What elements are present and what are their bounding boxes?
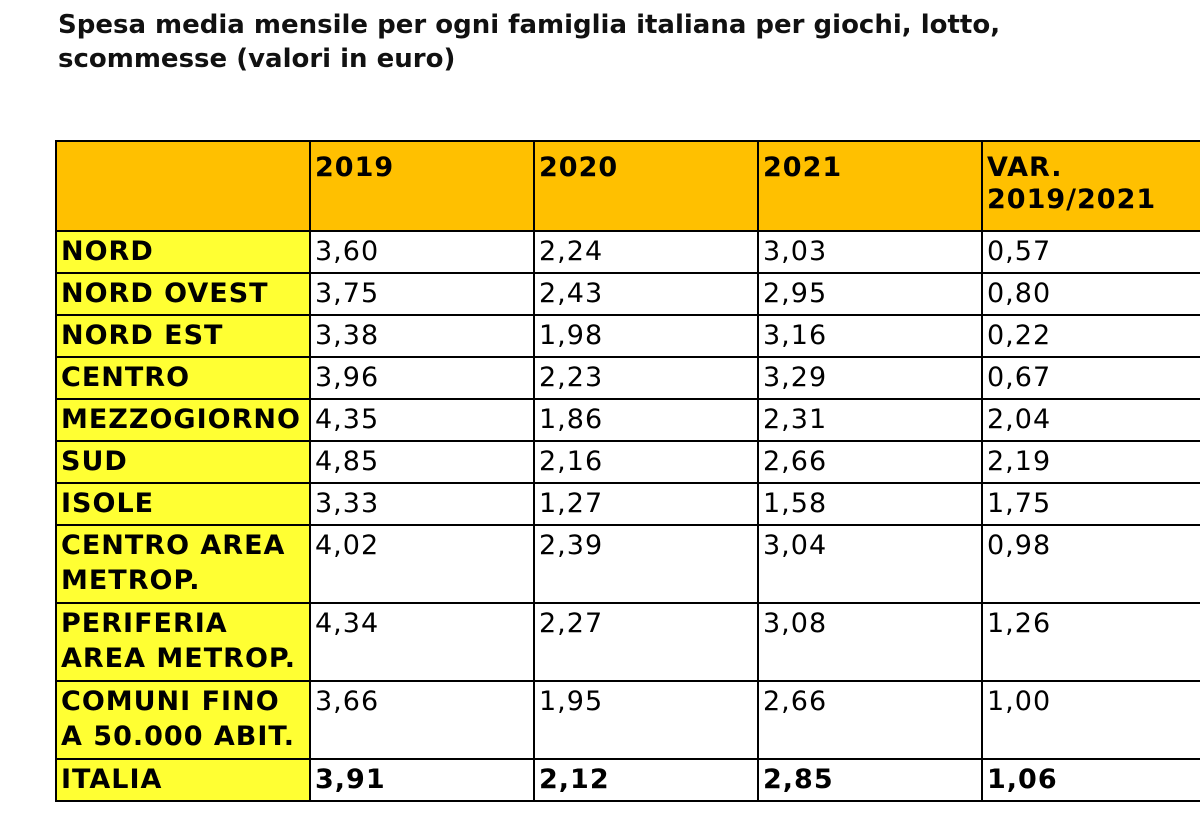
row-label: SUD xyxy=(55,440,311,484)
cell-var: 0,57 xyxy=(981,230,1200,274)
cell-2021: 3,03 xyxy=(757,230,983,274)
cell-2021: 3,29 xyxy=(757,356,983,400)
cell-2020: 2,16 xyxy=(533,440,759,484)
row-label: NORD OVEST xyxy=(55,272,311,316)
cell-2019: 3,60 xyxy=(309,230,535,274)
cell-2020: 2,43 xyxy=(533,272,759,316)
cell-2020: 1,95 xyxy=(533,680,759,760)
header-cell-2021: 2021 xyxy=(757,140,983,232)
cell-2021: 2,66 xyxy=(757,680,983,760)
cell-var: 1,00 xyxy=(981,680,1200,760)
table-row: CENTRO AREA METROP. 4,02 2,39 3,04 0,98 xyxy=(55,524,1200,604)
spending-table: 2019 2020 2021 VAR. 2019/2021 NORD 3,60 … xyxy=(55,140,1200,802)
cell-2019: 4,34 xyxy=(309,602,535,682)
table-row: MEZZOGIORNO 4,35 1,86 2,31 2,04 xyxy=(55,398,1200,442)
cell-2019: 3,66 xyxy=(309,680,535,760)
table-title: Spesa media mensile per ogni famiglia it… xyxy=(58,10,1001,74)
header-cell-2020: 2020 xyxy=(533,140,759,232)
row-label: NORD EST xyxy=(55,314,311,358)
cell-var: 0,22 xyxy=(981,314,1200,358)
cell-var: 0,67 xyxy=(981,356,1200,400)
cell-2021: 3,04 xyxy=(757,524,983,604)
cell-2019: 3,96 xyxy=(309,356,535,400)
cell-2019: 3,75 xyxy=(309,272,535,316)
header-row: 2019 2020 2021 VAR. 2019/2021 xyxy=(55,140,1200,232)
cell-var: 0,80 xyxy=(981,272,1200,316)
header-cell-2019: 2019 xyxy=(309,140,535,232)
header-cell-var: VAR. 2019/2021 xyxy=(981,140,1200,232)
cell-2019: 3,38 xyxy=(309,314,535,358)
row-label: CENTRO AREA METROP. xyxy=(55,524,311,604)
cell-2021: 2,95 xyxy=(757,272,983,316)
table-row: NORD OVEST 3,75 2,43 2,95 0,80 xyxy=(55,272,1200,316)
cell-var: 2,04 xyxy=(981,398,1200,442)
header-cell-corner xyxy=(55,140,311,232)
cell-var: 0,98 xyxy=(981,524,1200,604)
cell-2021: 2,85 xyxy=(757,758,983,802)
table-row: PERIFERIA AREA METROP. 4,34 2,27 3,08 1,… xyxy=(55,602,1200,682)
table-row: COMUNI FINO A 50.000 ABIT. 3,66 1,95 2,6… xyxy=(55,680,1200,760)
row-label: PERIFERIA AREA METROP. xyxy=(55,602,311,682)
cell-2021: 2,31 xyxy=(757,398,983,442)
cell-2020: 1,27 xyxy=(533,482,759,526)
table-row: NORD 3,60 2,24 3,03 0,57 xyxy=(55,230,1200,274)
cell-2020: 1,98 xyxy=(533,314,759,358)
cell-var: 1,06 xyxy=(981,758,1200,802)
cell-2019: 3,91 xyxy=(309,758,535,802)
row-label: COMUNI FINO A 50.000 ABIT. xyxy=(55,680,311,760)
row-label: NORD xyxy=(55,230,311,274)
cell-2020: 2,39 xyxy=(533,524,759,604)
cell-2020: 2,23 xyxy=(533,356,759,400)
cell-2021: 3,16 xyxy=(757,314,983,358)
table-row: SUD 4,85 2,16 2,66 2,19 xyxy=(55,440,1200,484)
cell-2021: 3,08 xyxy=(757,602,983,682)
table-row-total: ITALIA 3,91 2,12 2,85 1,06 xyxy=(55,758,1200,802)
table-row: CENTRO 3,96 2,23 3,29 0,67 xyxy=(55,356,1200,400)
cell-2019: 3,33 xyxy=(309,482,535,526)
row-label: ITALIA xyxy=(55,758,311,802)
row-label: MEZZOGIORNO xyxy=(55,398,311,442)
cell-2021: 2,66 xyxy=(757,440,983,484)
cell-2020: 2,24 xyxy=(533,230,759,274)
table-row: ISOLE 3,33 1,27 1,58 1,75 xyxy=(55,482,1200,526)
row-label: CENTRO xyxy=(55,356,311,400)
row-label: ISOLE xyxy=(55,482,311,526)
table-row: NORD EST 3,38 1,98 3,16 0,22 xyxy=(55,314,1200,358)
cell-var: 1,26 xyxy=(981,602,1200,682)
cell-2020: 1,86 xyxy=(533,398,759,442)
cell-var: 2,19 xyxy=(981,440,1200,484)
cell-2021: 1,58 xyxy=(757,482,983,526)
cell-2019: 4,35 xyxy=(309,398,535,442)
cell-2019: 4,02 xyxy=(309,524,535,604)
cell-2020: 2,27 xyxy=(533,602,759,682)
cell-var: 1,75 xyxy=(981,482,1200,526)
cell-2019: 4,85 xyxy=(309,440,535,484)
cell-2020: 2,12 xyxy=(533,758,759,802)
